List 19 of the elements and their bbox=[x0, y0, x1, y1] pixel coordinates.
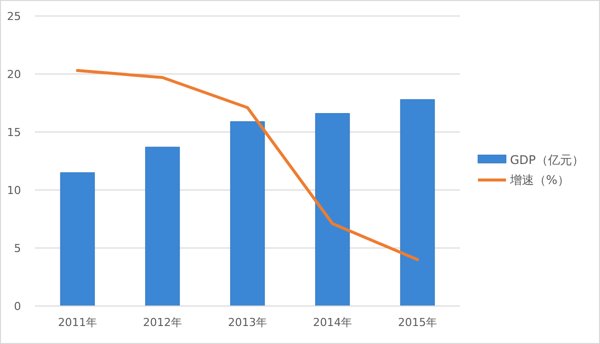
y-tick-label: 20 bbox=[7, 68, 21, 81]
x-tick-label: 2012年 bbox=[143, 316, 182, 329]
x-tick-label: 2013年 bbox=[228, 316, 267, 329]
y-tick-label: 15 bbox=[7, 126, 21, 139]
x-tick-label: 2014年 bbox=[313, 316, 352, 329]
line-series bbox=[76, 69, 419, 262]
bar bbox=[315, 113, 350, 306]
y-tick-label: 25 bbox=[7, 10, 21, 23]
bar bbox=[400, 99, 435, 306]
bar bbox=[60, 172, 95, 306]
x-tick-label: 2015年 bbox=[398, 316, 437, 329]
bar bbox=[145, 146, 180, 306]
y-tick-label: 10 bbox=[7, 184, 21, 197]
bar bbox=[230, 121, 265, 306]
x-tick-label: 2011年 bbox=[58, 316, 97, 329]
legend-label: 增速（%） bbox=[509, 173, 570, 187]
y-tick-label: 0 bbox=[14, 300, 21, 313]
y-tick-label: 5 bbox=[14, 242, 21, 255]
legend-label: GDP（亿元） bbox=[510, 153, 584, 167]
